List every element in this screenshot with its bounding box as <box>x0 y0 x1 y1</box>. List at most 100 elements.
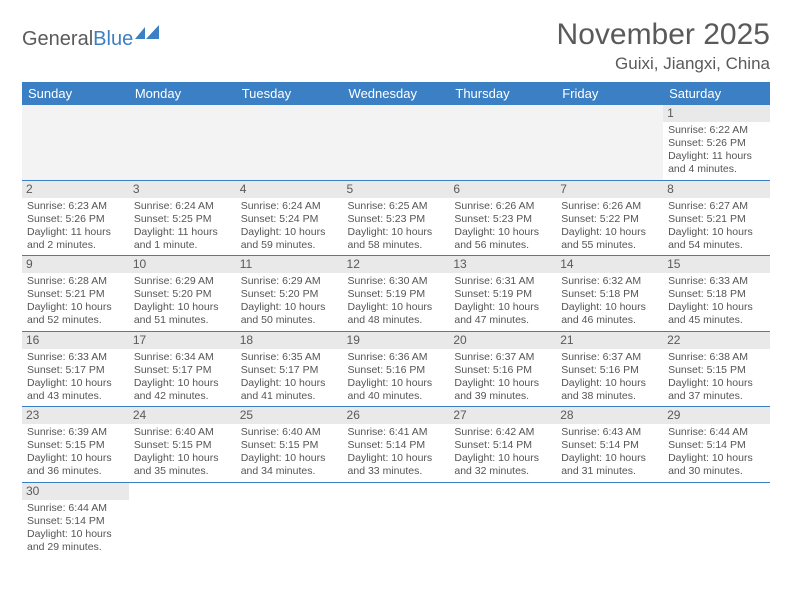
sunrise-line: Sunrise: 6:40 AM <box>241 426 338 439</box>
sunset-line: Sunset: 5:15 PM <box>668 364 765 377</box>
sunset-line: Sunset: 5:21 PM <box>27 288 124 301</box>
sunset-line: Sunset: 5:23 PM <box>348 213 445 226</box>
daylight-line: Daylight: 10 hours and 32 minutes. <box>454 452 551 478</box>
calendar-week: 16Sunrise: 6:33 AMSunset: 5:17 PMDayligh… <box>22 331 770 407</box>
calendar-cell: 28Sunrise: 6:43 AMSunset: 5:14 PMDayligh… <box>556 407 663 483</box>
day-number: 3 <box>129 181 236 198</box>
sunrise-line: Sunrise: 6:31 AM <box>454 275 551 288</box>
sunrise-line: Sunrise: 6:41 AM <box>348 426 445 439</box>
sunrise-line: Sunrise: 6:26 AM <box>561 200 658 213</box>
sunset-line: Sunset: 5:20 PM <box>241 288 338 301</box>
day-number: 27 <box>449 407 556 424</box>
daylight-line: Daylight: 10 hours and 29 minutes. <box>27 528 124 554</box>
sunset-line: Sunset: 5:14 PM <box>668 439 765 452</box>
day-number: 5 <box>343 181 450 198</box>
calendar-cell: 21Sunrise: 6:37 AMSunset: 5:16 PMDayligh… <box>556 331 663 407</box>
day-number: 17 <box>129 332 236 349</box>
calendar-cell-empty <box>556 482 663 557</box>
day-number: 9 <box>22 256 129 273</box>
calendar-cell: 6Sunrise: 6:26 AMSunset: 5:23 PMDaylight… <box>449 180 556 256</box>
daylight-line: Daylight: 10 hours and 42 minutes. <box>134 377 231 403</box>
sunrise-line: Sunrise: 6:22 AM <box>668 124 765 137</box>
sunrise-line: Sunrise: 6:26 AM <box>454 200 551 213</box>
calendar-cell: 15Sunrise: 6:33 AMSunset: 5:18 PMDayligh… <box>663 256 770 332</box>
calendar-cell: 26Sunrise: 6:41 AMSunset: 5:14 PMDayligh… <box>343 407 450 483</box>
sunrise-line: Sunrise: 6:27 AM <box>668 200 765 213</box>
day-number: 20 <box>449 332 556 349</box>
calendar-cell: 30Sunrise: 6:44 AMSunset: 5:14 PMDayligh… <box>22 482 129 557</box>
sunrise-line: Sunrise: 6:34 AM <box>134 351 231 364</box>
sunrise-line: Sunrise: 6:40 AM <box>134 426 231 439</box>
calendar-cell: 4Sunrise: 6:24 AMSunset: 5:24 PMDaylight… <box>236 180 343 256</box>
daylight-line: Daylight: 10 hours and 56 minutes. <box>454 226 551 252</box>
calendar-week: 9Sunrise: 6:28 AMSunset: 5:21 PMDaylight… <box>22 256 770 332</box>
sunset-line: Sunset: 5:20 PM <box>134 288 231 301</box>
calendar-cell-empty <box>236 105 343 180</box>
sunset-line: Sunset: 5:14 PM <box>454 439 551 452</box>
sunset-line: Sunset: 5:16 PM <box>561 364 658 377</box>
daylight-line: Daylight: 10 hours and 41 minutes. <box>241 377 338 403</box>
flag-icon <box>135 25 161 48</box>
calendar-cell: 8Sunrise: 6:27 AMSunset: 5:21 PMDaylight… <box>663 180 770 256</box>
sunrise-line: Sunrise: 6:39 AM <box>27 426 124 439</box>
sunrise-line: Sunrise: 6:33 AM <box>27 351 124 364</box>
calendar-cell-empty <box>663 482 770 557</box>
daylight-line: Daylight: 10 hours and 46 minutes. <box>561 301 658 327</box>
daylight-line: Daylight: 10 hours and 34 minutes. <box>241 452 338 478</box>
calendar-cell: 13Sunrise: 6:31 AMSunset: 5:19 PMDayligh… <box>449 256 556 332</box>
sunrise-line: Sunrise: 6:30 AM <box>348 275 445 288</box>
calendar-cell: 5 Sunrise: 6:25 AMSunset: 5:23 PMDaylight… <box>343 180 450 256</box>
sunrise-line: Sunrise: 6:24 AM <box>134 200 231 213</box>
calendar-cell: 24Sunrise: 6:40 AMSunset: 5:15 PMDayligh… <box>129 407 236 483</box>
sunset-line: Sunset: 5:26 PM <box>668 137 765 150</box>
sunset-line: Sunset: 5:21 PM <box>668 213 765 226</box>
calendar-cell: 17Sunrise: 6:34 AMSunset: 5:17 PMDayligh… <box>129 331 236 407</box>
sunset-line: Sunset: 5:23 PM <box>454 213 551 226</box>
weekday-header: Friday <box>556 82 663 105</box>
sunset-line: Sunset: 5:14 PM <box>348 439 445 452</box>
logo-text: GeneralBlue <box>22 28 133 51</box>
sunrise-line: Sunrise: 6:33 AM <box>668 275 765 288</box>
sunrise-line: Sunrise: 6:29 AM <box>134 275 231 288</box>
daylight-line: Daylight: 10 hours and 35 minutes. <box>134 452 231 478</box>
calendar-cell: 23Sunrise: 6:39 AMSunset: 5:15 PMDayligh… <box>22 407 129 483</box>
weekday-header-row: SundayMondayTuesdayWednesdayThursdayFrid… <box>22 82 770 105</box>
day-number: 23 <box>22 407 129 424</box>
calendar-body: 1 Sunrise: 6:22 AMSunset: 5:26 PM Daylight… <box>22 105 770 557</box>
sunrise-line: Sunrise: 6:37 AM <box>454 351 551 364</box>
daylight-line: Daylight: 10 hours and 45 minutes. <box>668 301 765 327</box>
sunset-line: Sunset: 5:24 PM <box>241 213 338 226</box>
daylight-line: Daylight: 10 hours and 39 minutes. <box>454 377 551 403</box>
day-number: 15 <box>663 256 770 273</box>
weekday-header: Sunday <box>22 82 129 105</box>
sunset-line: Sunset: 5:16 PM <box>454 364 551 377</box>
weekday-header: Tuesday <box>236 82 343 105</box>
day-number: 4 <box>236 181 343 198</box>
day-number: 1 <box>663 105 770 122</box>
daylight-line: Daylight: 10 hours and 40 minutes. <box>348 377 445 403</box>
day-number: 14 <box>556 256 663 273</box>
daylight-line: Daylight: 10 hours and 51 minutes. <box>134 301 231 327</box>
daylight-line: Daylight: 10 hours and 54 minutes. <box>668 226 765 252</box>
daylight-line: Daylight: 10 hours and 36 minutes. <box>27 452 124 478</box>
calendar-week: 30Sunrise: 6:44 AMSunset: 5:14 PMDayligh… <box>22 482 770 557</box>
sunrise-line: Sunrise: 6:36 AM <box>348 351 445 364</box>
calendar-week: 23Sunrise: 6:39 AMSunset: 5:15 PMDayligh… <box>22 407 770 483</box>
daylight-line: Daylight: 10 hours and 58 minutes. <box>348 226 445 252</box>
location: Guixi, Jiangxi, China <box>557 54 770 74</box>
calendar-cell-empty <box>556 105 663 180</box>
calendar-cell: 12Sunrise: 6:30 AMSunset: 5:19 PMDayligh… <box>343 256 450 332</box>
weekday-header: Monday <box>129 82 236 105</box>
day-number: 16 <box>22 332 129 349</box>
calendar-cell: 11Sunrise: 6:29 AMSunset: 5:20 PMDayligh… <box>236 256 343 332</box>
title-block: November 2025 Guixi, Jiangxi, China <box>557 18 770 74</box>
day-number: 25 <box>236 407 343 424</box>
sunrise-line: Sunrise: 6:25 AM <box>348 200 445 213</box>
calendar-cell: 7Sunrise: 6:26 AMSunset: 5:22 PMDaylight… <box>556 180 663 256</box>
daylight-line: Daylight: 10 hours and 55 minutes. <box>561 226 658 252</box>
daylight-line: Daylight: 10 hours and 52 minutes. <box>27 301 124 327</box>
sunrise-line: Sunrise: 6:24 AM <box>241 200 338 213</box>
calendar-cell: 9Sunrise: 6:28 AMSunset: 5:21 PMDaylight… <box>22 256 129 332</box>
day-number: 11 <box>236 256 343 273</box>
daylight-line: Daylight: 10 hours and 37 minutes. <box>668 377 765 403</box>
